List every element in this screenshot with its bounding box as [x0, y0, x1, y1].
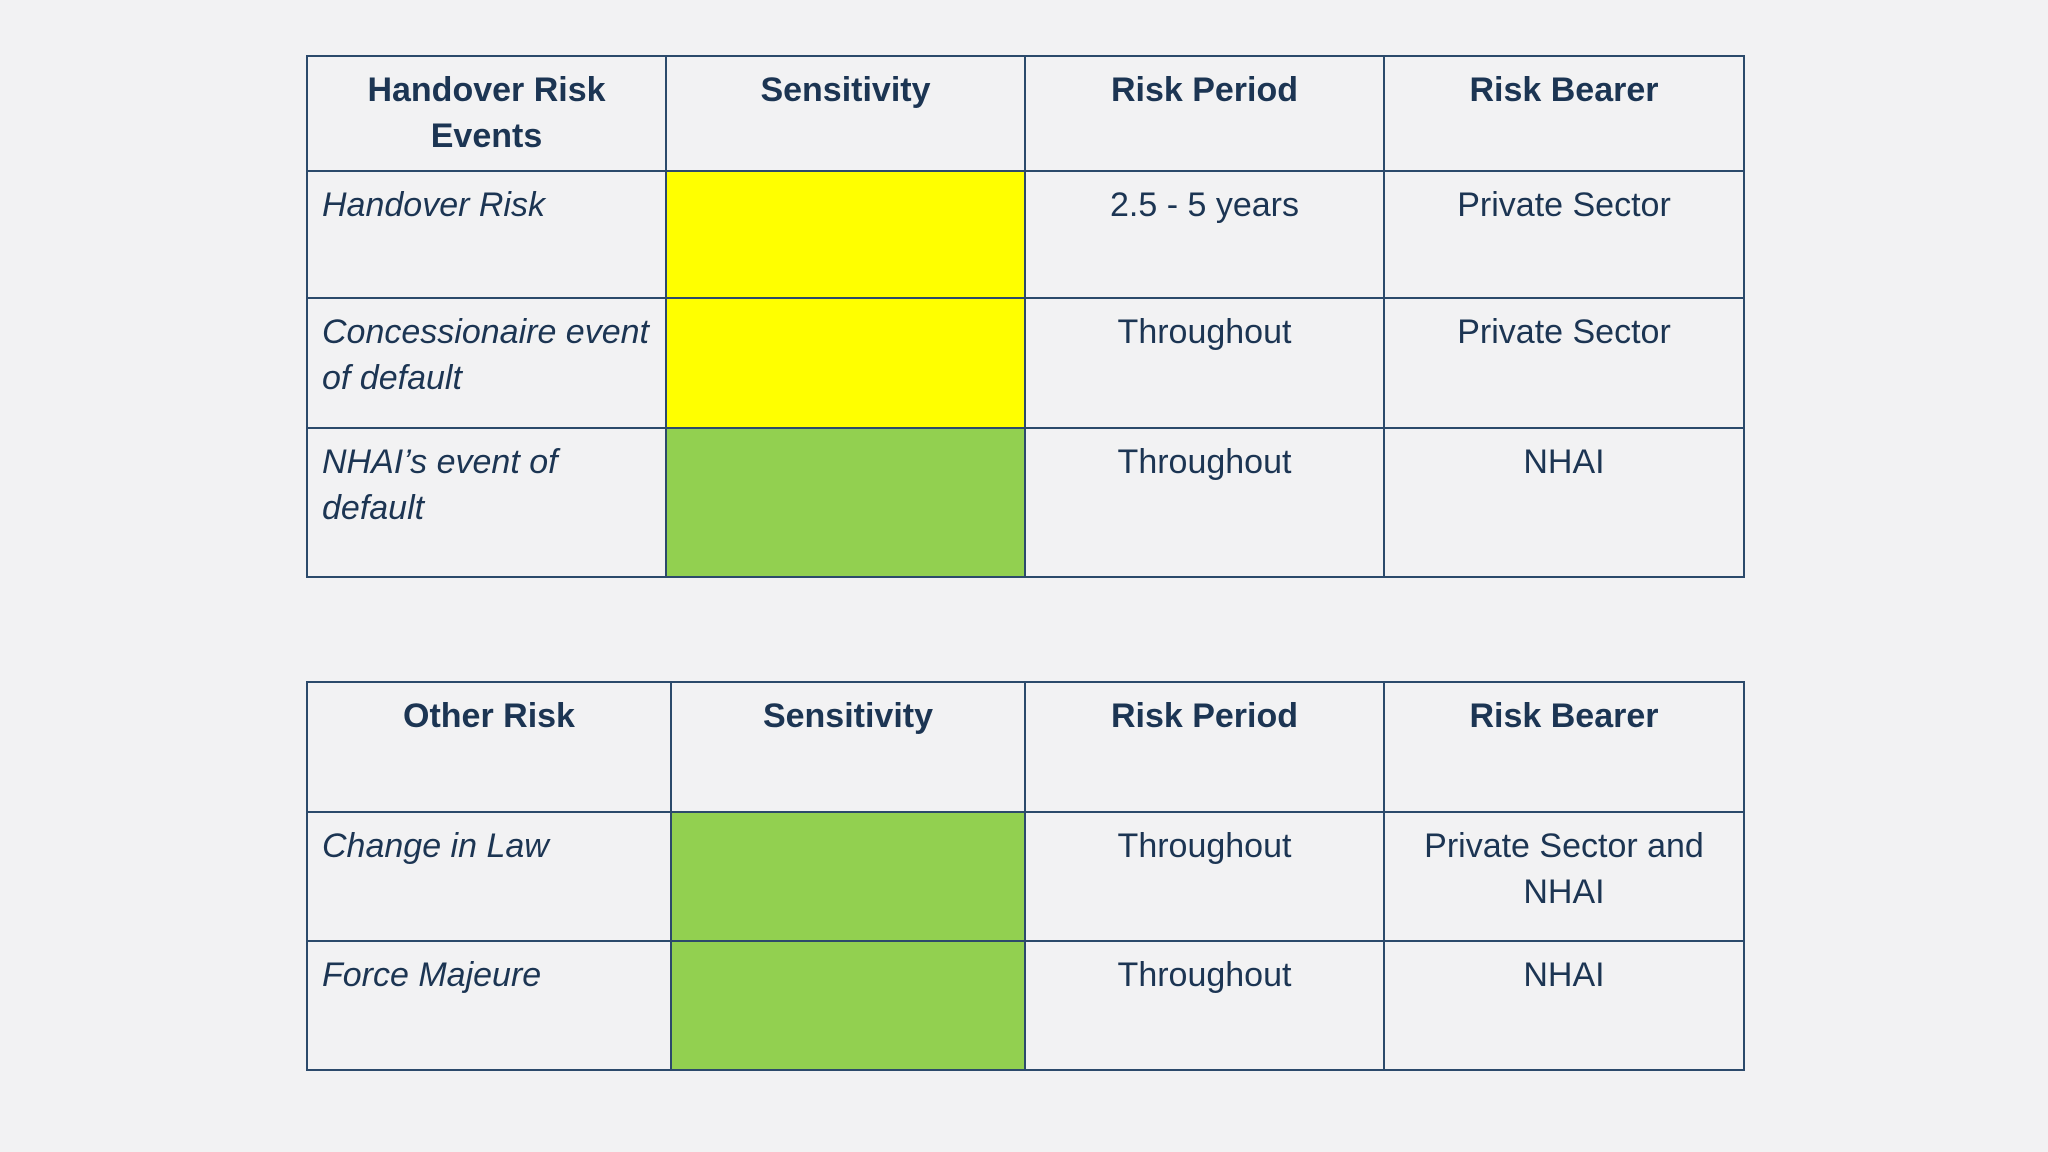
other-risk-table: Other Risk Sensitivity Risk Period Risk …	[306, 681, 1745, 1071]
risk-event-cell: Change in Law	[306, 811, 672, 942]
table-row: Concessionaire event of default Througho…	[306, 297, 1745, 429]
header-risk-bearer: Risk Bearer	[1383, 681, 1745, 813]
risk-bearer-cell: Private Sector	[1383, 170, 1745, 299]
risk-event-cell: Force Majeure	[306, 940, 672, 1071]
table-row: NHAI’s event of default Throughout NHAI	[306, 427, 1745, 578]
risk-event-cell: NHAI’s event of default	[306, 427, 667, 578]
table-header-row: Other Risk Sensitivity Risk Period Risk …	[306, 681, 1745, 813]
sensitivity-swatch	[665, 427, 1026, 578]
handover-risk-table: Handover Risk Events Sensitivity Risk Pe…	[306, 55, 1745, 578]
table-row: Handover Risk 2.5 - 5 years Private Sect…	[306, 170, 1745, 299]
table-row: Force Majeure Throughout NHAI	[306, 940, 1745, 1071]
sensitivity-swatch	[665, 297, 1026, 429]
risk-event-cell: Concessionaire event of default	[306, 297, 667, 429]
risk-bearer-cell: Private Sector and NHAI	[1383, 811, 1745, 942]
risk-bearer-cell: Private Sector	[1383, 297, 1745, 429]
sensitivity-swatch	[670, 811, 1026, 942]
sensitivity-swatch	[665, 170, 1026, 299]
table-row: Change in Law Throughout Private Sector …	[306, 811, 1745, 942]
risk-period-cell: Throughout	[1024, 940, 1385, 1071]
risk-period-cell: 2.5 - 5 years	[1024, 170, 1385, 299]
risk-period-cell: Throughout	[1024, 297, 1385, 429]
sensitivity-swatch	[670, 940, 1026, 1071]
header-other-risk: Other Risk	[306, 681, 672, 813]
header-risk-events: Handover Risk Events	[306, 55, 667, 172]
risk-period-cell: Throughout	[1024, 427, 1385, 578]
header-risk-bearer: Risk Bearer	[1383, 55, 1745, 172]
risk-period-cell: Throughout	[1024, 811, 1385, 942]
header-sensitivity: Sensitivity	[665, 55, 1026, 172]
table-header-row: Handover Risk Events Sensitivity Risk Pe…	[306, 55, 1745, 172]
risk-bearer-cell: NHAI	[1383, 940, 1745, 1071]
header-risk-period: Risk Period	[1024, 681, 1385, 813]
header-risk-period: Risk Period	[1024, 55, 1385, 172]
risk-event-cell: Handover Risk	[306, 170, 667, 299]
header-sensitivity: Sensitivity	[670, 681, 1026, 813]
risk-bearer-cell: NHAI	[1383, 427, 1745, 578]
